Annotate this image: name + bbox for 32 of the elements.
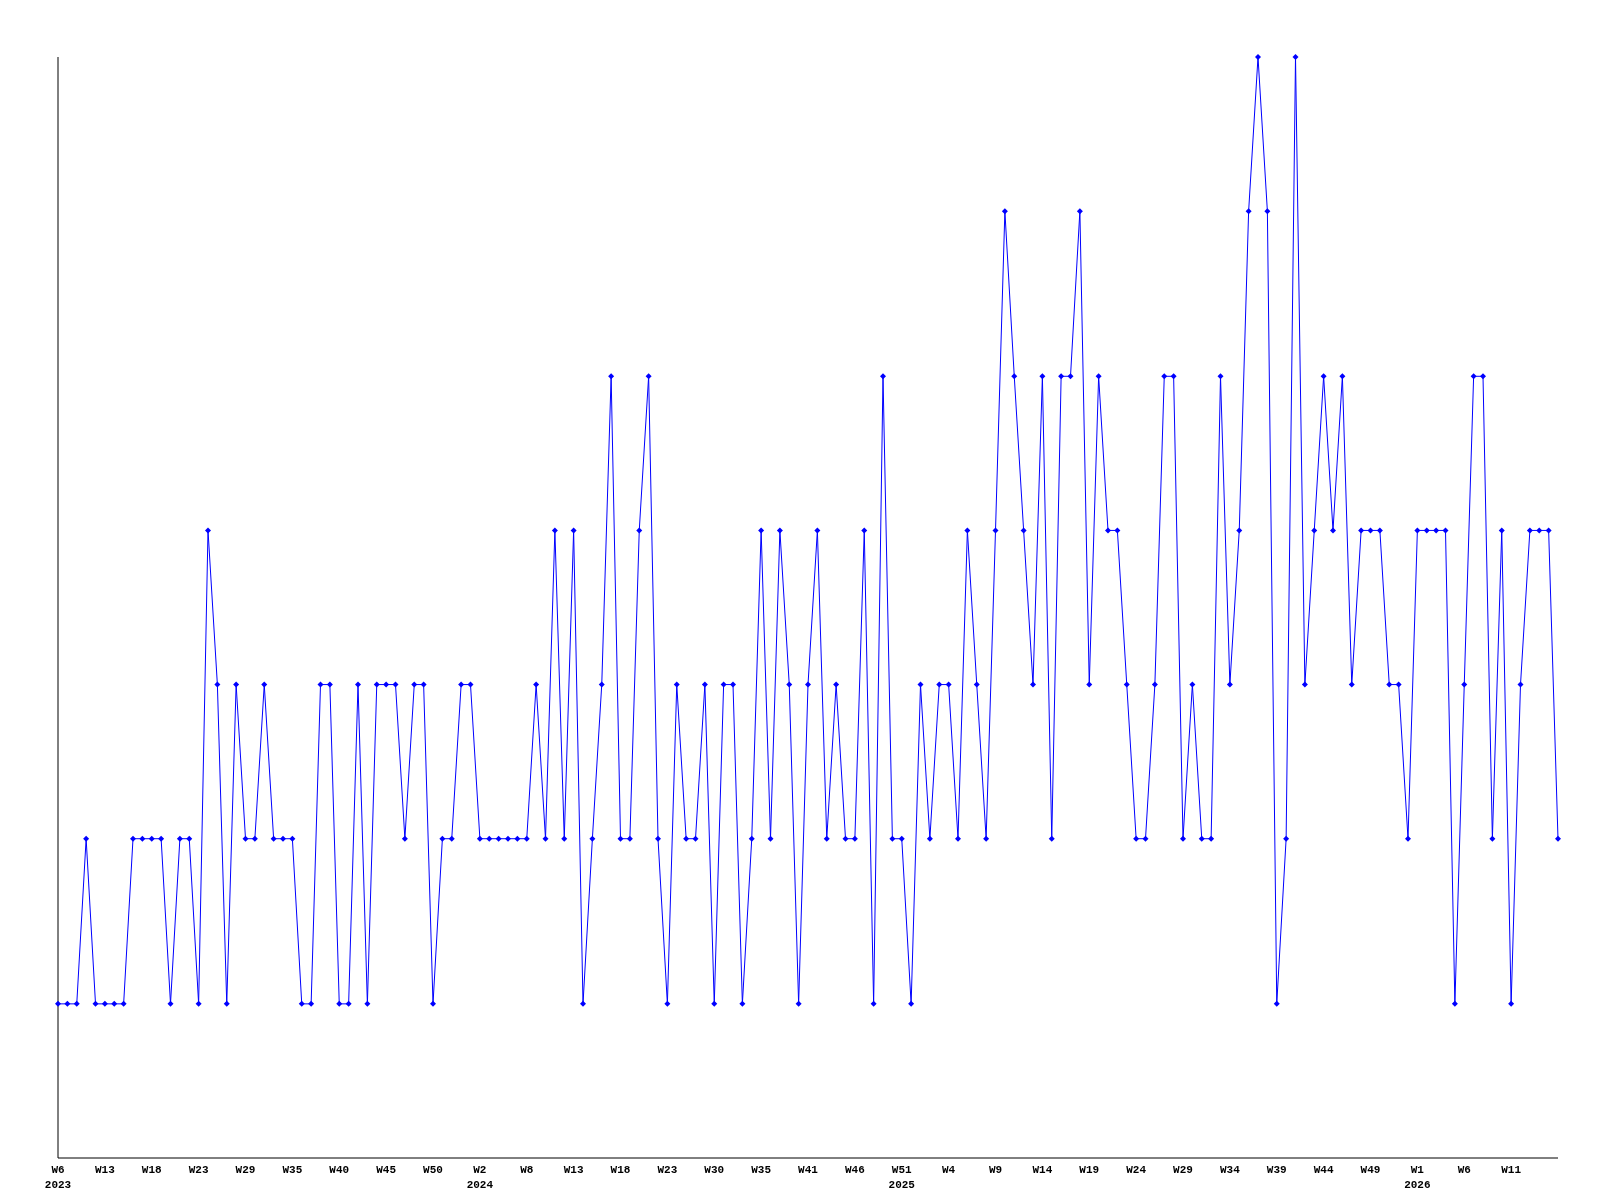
x-tick-label: W34 [1219, 1164, 1241, 1176]
x-tick-label: W39 [1266, 1164, 1287, 1176]
x-tick-label: W29 [235, 1164, 256, 1176]
x-tick-label: W29 [1173, 1164, 1193, 1176]
x-tick-label: W45 [376, 1164, 397, 1176]
x-tick-label: W19 [1079, 1164, 1100, 1176]
x-tick-label: W8 [520, 1164, 534, 1176]
x-tick-label: W49 [1360, 1164, 1381, 1176]
x-tick-label: W41 [798, 1164, 819, 1176]
x-tick-label: W24 [1126, 1164, 1147, 1176]
x-tick-label: W18 [141, 1164, 163, 1176]
x-tick-label: W9 [988, 1164, 1003, 1176]
x-tick-label: W30 [704, 1164, 725, 1176]
x-tick-label: W46 [844, 1164, 865, 1176]
x-tick-label: W14 [1032, 1164, 1053, 1176]
x-tick-label: W44 [1313, 1164, 1334, 1176]
x-tick-label: W18 [610, 1164, 631, 1176]
x-tick-label: W6 2023 [44, 1164, 72, 1191]
x-tick-label: W23 [188, 1164, 209, 1176]
x-tick-label: W51 2025 [888, 1164, 916, 1191]
x-tick-label: W13 [94, 1164, 116, 1176]
x-tick-label: W4 [942, 1164, 956, 1176]
x-tick-label: W1 2026 [1404, 1164, 1431, 1191]
x-tick-label: W2 2024 [466, 1164, 494, 1191]
x-tick-label: W35 [282, 1164, 303, 1176]
x-tick-label: W35 [751, 1164, 772, 1176]
x-tick-label: W11 [1501, 1164, 1522, 1176]
x-tick-label: W50 [423, 1164, 443, 1176]
x-tick-label: W23 [657, 1164, 678, 1176]
x-tick-label: W13 [563, 1164, 584, 1176]
x-tick-label: W6 [1457, 1164, 1471, 1176]
x-tick-label: W40 [329, 1164, 350, 1176]
